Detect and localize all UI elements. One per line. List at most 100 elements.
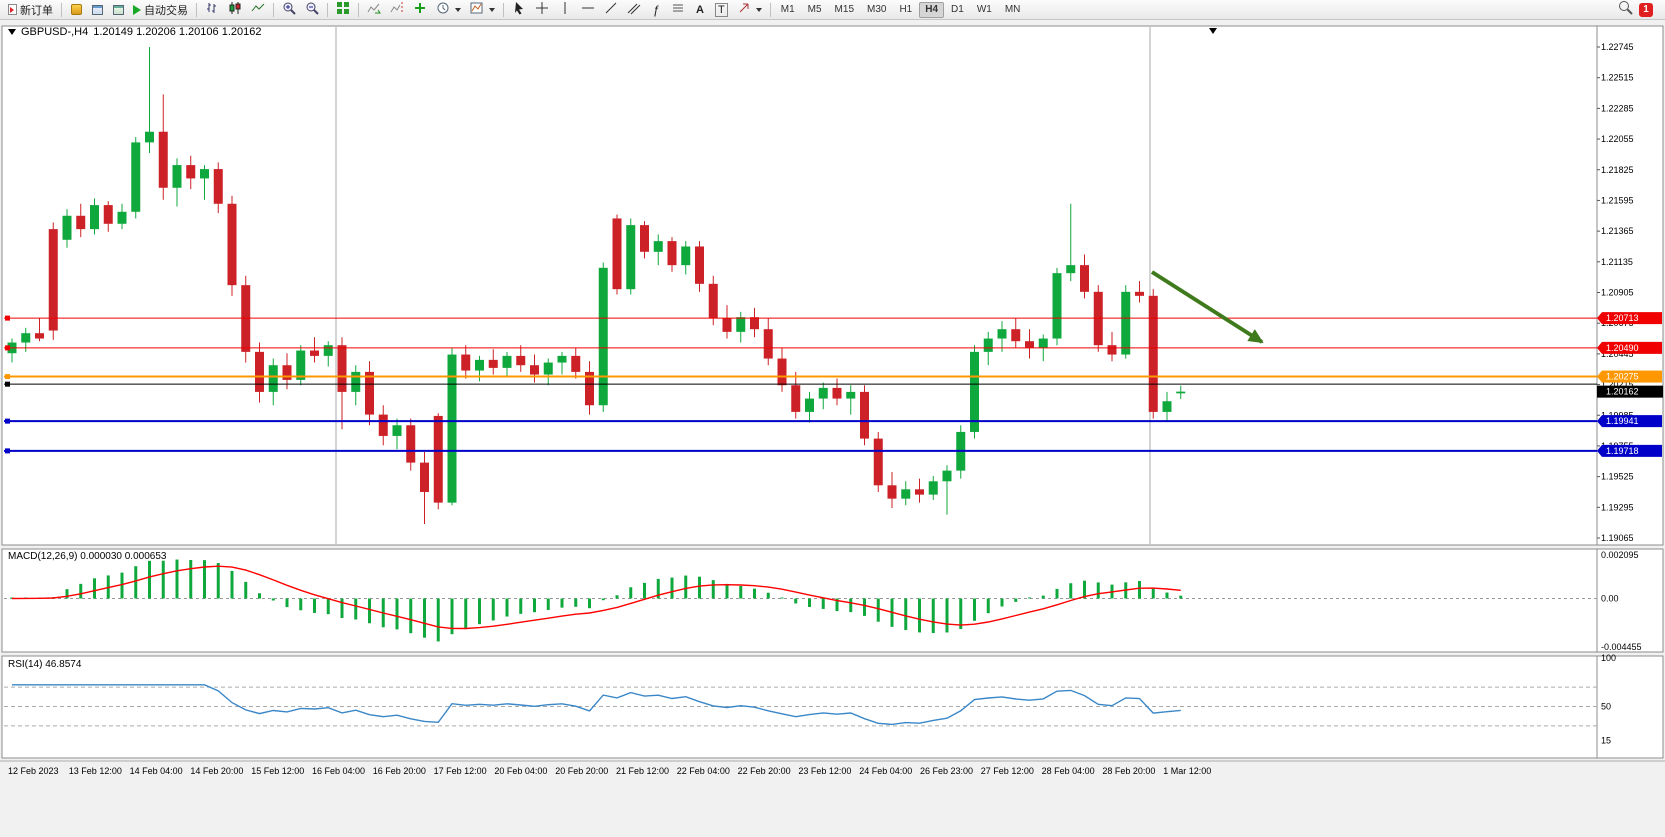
svg-text:1.19065: 1.19065 xyxy=(1601,533,1634,543)
timeframe-m30-button[interactable]: M30 xyxy=(861,2,892,18)
play-icon xyxy=(133,4,141,15)
svg-text:1.22055: 1.22055 xyxy=(1601,134,1634,144)
add-indicator-icon xyxy=(413,1,427,18)
toolbar-separator xyxy=(327,2,328,17)
main-toolbar: 新订单 自动交易 ƒ A T M1 M5 M15 M30 H1 H4 D1 W1… xyxy=(0,0,1665,20)
auto-scroll-button[interactable] xyxy=(363,1,385,19)
zoom-in-button[interactable] xyxy=(278,1,300,19)
svg-text:16 Feb 20:00: 16 Feb 20:00 xyxy=(373,766,426,776)
objects-tool-button[interactable] xyxy=(667,1,689,19)
horizontal-lines[interactable] xyxy=(4,315,1597,454)
data-window-icon xyxy=(112,4,124,15)
data-window-button[interactable] xyxy=(108,1,128,19)
chart-shift-icon xyxy=(390,1,404,18)
bar-chart-type-button[interactable] xyxy=(201,1,223,19)
profiles-button[interactable] xyxy=(87,1,107,19)
rsi-line xyxy=(12,684,1181,726)
new-order-icon xyxy=(8,4,17,15)
svg-text:0.002095: 0.002095 xyxy=(1601,550,1639,560)
tile-windows-button[interactable] xyxy=(332,1,354,19)
channel-tool-button[interactable] xyxy=(623,1,645,19)
notification-badge[interactable]: 1 xyxy=(1639,2,1653,17)
search-icon[interactable] xyxy=(1618,0,1633,20)
line-chart-icon xyxy=(251,1,265,18)
timeframe-h4-button[interactable]: H4 xyxy=(919,1,945,18)
price-labels: 1.20713 1.20490 1.20275 1.19941 1.19718 1.201… xyxy=(1597,312,1663,457)
svg-text:1.21365: 1.21365 xyxy=(1601,226,1634,236)
zoom-out-icon xyxy=(305,1,319,18)
svg-text:-0.004455: -0.004455 xyxy=(1601,642,1642,652)
chart-region: 1.22745 1.22515 1.22285 1.22055 1.21825 1.215… xyxy=(0,20,1665,837)
toolbar-separator xyxy=(358,2,359,17)
text-tool-button[interactable]: A xyxy=(690,1,710,19)
svg-text:27 Feb 12:00: 27 Feb 12:00 xyxy=(981,766,1034,776)
templates-button[interactable] xyxy=(466,1,499,19)
template-icon xyxy=(470,1,484,18)
chevron-down-icon xyxy=(455,7,461,12)
arrows-tool-button[interactable] xyxy=(733,1,766,19)
vertical-lines[interactable] xyxy=(335,27,1151,544)
timeframe-h1-button[interactable]: H1 xyxy=(893,2,918,18)
new-chart-icon xyxy=(70,4,82,15)
horizontal-line-icon xyxy=(581,1,595,18)
indicators-button[interactable] xyxy=(409,1,431,19)
trendline-tool-button[interactable] xyxy=(600,1,622,19)
timeframe-m1-button[interactable]: M1 xyxy=(775,2,801,18)
vertical-line-tool-button[interactable] xyxy=(554,1,576,19)
line-chart-type-button[interactable] xyxy=(247,1,269,19)
crosshair-tool-button[interactable] xyxy=(531,1,553,19)
svg-text:16 Feb 04:00: 16 Feb 04:00 xyxy=(312,766,365,776)
macd-axis: 0.002095 0.00 -0.004455 xyxy=(1601,550,1642,652)
cursor-tool-button[interactable] xyxy=(508,1,530,19)
zoom-out-button[interactable] xyxy=(301,1,323,19)
shift-marker[interactable] xyxy=(1209,28,1217,34)
chevron-down-icon xyxy=(489,7,495,12)
svg-text:1 Mar 12:00: 1 Mar 12:00 xyxy=(1163,766,1211,776)
auto-trading-button[interactable]: 自动交易 xyxy=(129,1,192,19)
collapse-chart-icon[interactable] xyxy=(8,29,16,35)
svg-text:1.20275: 1.20275 xyxy=(1606,372,1639,382)
trend-arrow[interactable] xyxy=(1150,270,1264,344)
panels[interactable] xyxy=(0,25,1665,837)
svg-text:13 Feb 12:00: 13 Feb 12:00 xyxy=(69,766,122,776)
svg-text:1.22745: 1.22745 xyxy=(1601,42,1634,52)
periods-button[interactable] xyxy=(432,1,465,19)
timeframe-d1-button[interactable]: D1 xyxy=(945,2,970,18)
candle-chart-type-button[interactable] xyxy=(224,1,246,19)
timeframe-m5-button[interactable]: M5 xyxy=(802,2,828,18)
svg-text:1.20905: 1.20905 xyxy=(1601,288,1634,298)
svg-text:15: 15 xyxy=(1601,735,1611,745)
svg-text:50: 50 xyxy=(1601,702,1611,712)
chart-canvas[interactable]: 1.22745 1.22515 1.22285 1.22055 1.21825 1.215… xyxy=(0,20,1665,837)
svg-text:17 Feb 12:00: 17 Feb 12:00 xyxy=(434,766,487,776)
new-order-button[interactable]: 新订单 xyxy=(4,1,57,19)
chart-shift-button[interactable] xyxy=(386,1,408,19)
clock-icon xyxy=(436,1,450,18)
svg-text:1.21595: 1.21595 xyxy=(1601,195,1634,205)
svg-text:1.19718: 1.19718 xyxy=(1606,446,1639,456)
profiles-icon xyxy=(91,4,103,15)
timeframe-w1-button[interactable]: W1 xyxy=(971,2,998,18)
svg-text:14 Feb 04:00: 14 Feb 04:00 xyxy=(130,766,183,776)
svg-text:1.20162: 1.20162 xyxy=(1606,387,1639,397)
toolbar-separator xyxy=(61,2,62,17)
arrow-tool-icon xyxy=(737,1,751,18)
auto-scroll-icon xyxy=(367,1,381,18)
horizontal-line-tool-button[interactable] xyxy=(577,1,599,19)
label-tool-button[interactable]: T xyxy=(711,1,732,19)
svg-text:0.00: 0.00 xyxy=(1601,593,1619,603)
new-chart-button[interactable] xyxy=(66,1,86,19)
toolbar-separator xyxy=(196,2,197,17)
timeframe-mn-button[interactable]: MN xyxy=(999,2,1027,18)
svg-text:28 Feb 20:00: 28 Feb 20:00 xyxy=(1102,766,1155,776)
svg-text:28 Feb 04:00: 28 Feb 04:00 xyxy=(1042,766,1095,776)
channel-icon xyxy=(627,1,641,18)
rsi-axis: 100 50 15 xyxy=(1601,653,1616,745)
zoom-in-icon xyxy=(282,1,296,18)
svg-text:1.20713: 1.20713 xyxy=(1606,313,1639,323)
svg-text:1.19941: 1.19941 xyxy=(1606,416,1639,426)
timeframe-m15-button[interactable]: M15 xyxy=(829,2,860,18)
fibonacci-tool-button[interactable]: ƒ xyxy=(646,1,666,19)
crosshair-icon xyxy=(535,1,549,18)
svg-text:1.20215: 1.20215 xyxy=(1601,380,1634,390)
